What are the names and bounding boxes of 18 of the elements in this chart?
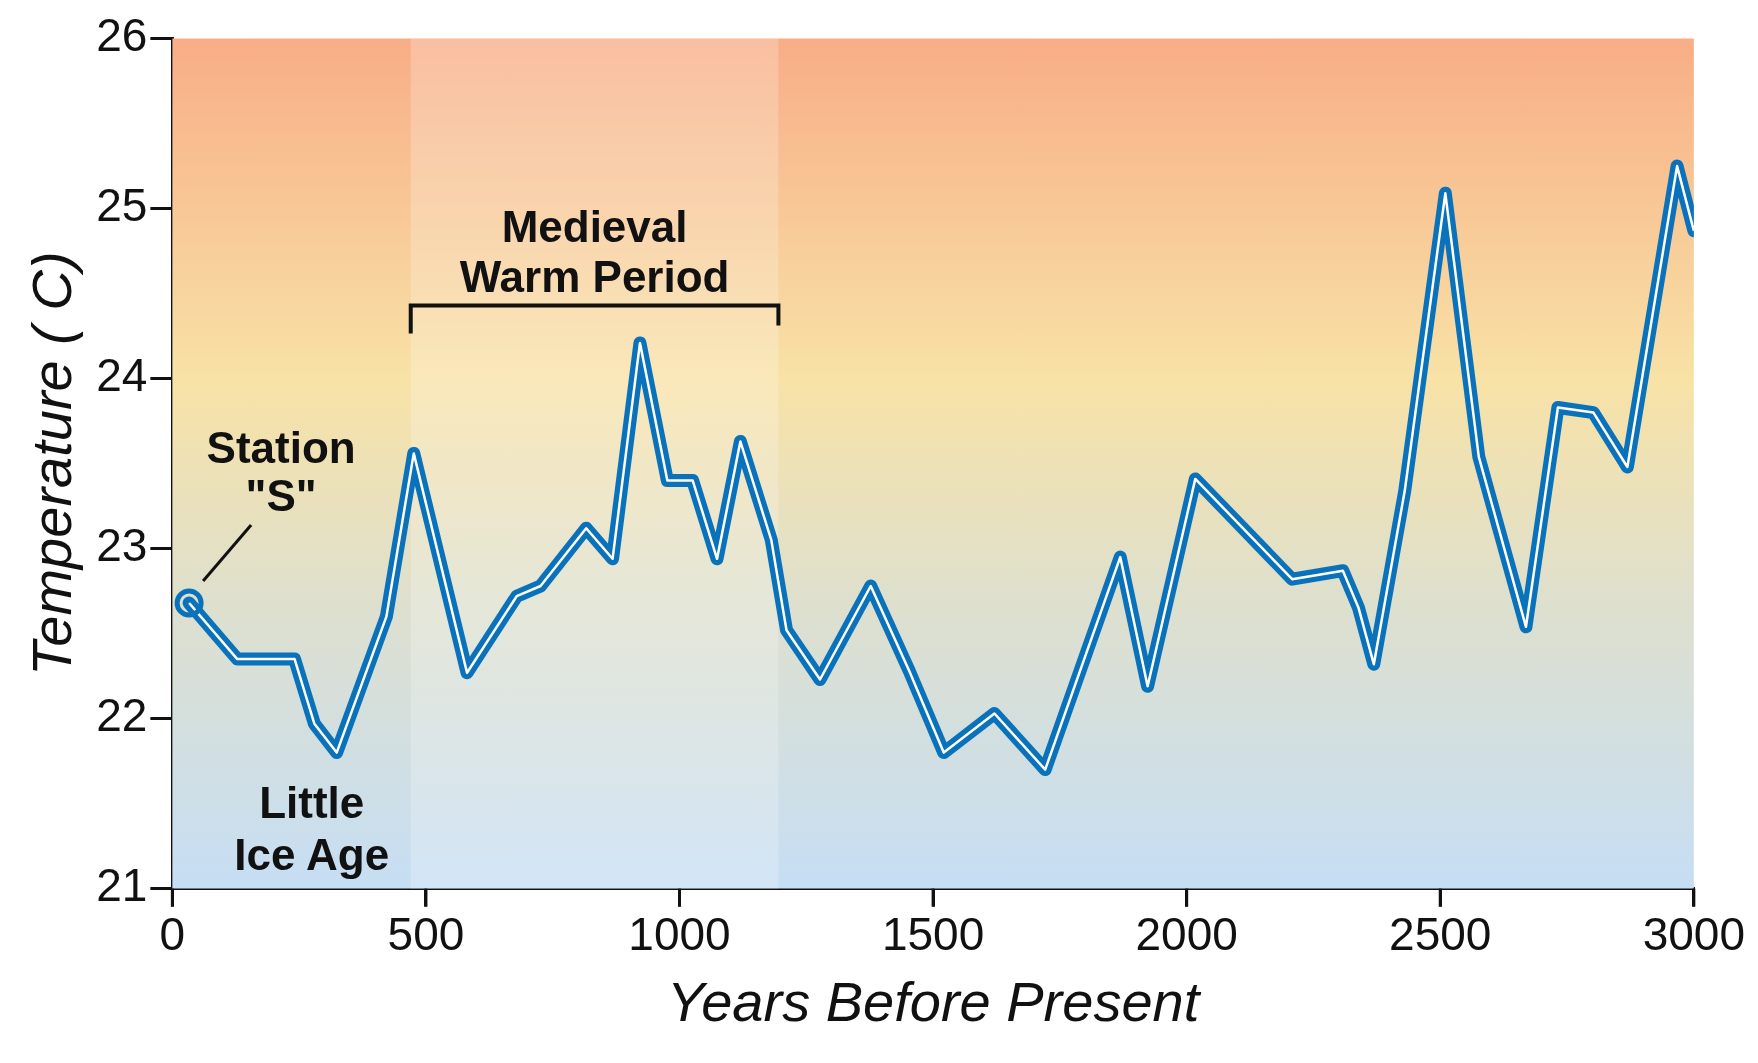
x-tick-label: 500 bbox=[387, 907, 465, 960]
x-tick-label: 1500 bbox=[881, 907, 985, 960]
y-axis-title: Temperature ( C) bbox=[20, 251, 84, 676]
y-tick-label: 23 bbox=[96, 519, 148, 572]
y-tick-label: 21 bbox=[96, 859, 148, 912]
annotation: Little Ice Age bbox=[234, 777, 390, 879]
y-tick-label: 25 bbox=[96, 179, 148, 232]
band-label: Medieval Warm Period bbox=[459, 201, 730, 301]
y-tick-label: 26 bbox=[96, 9, 148, 62]
x-tick-label: 3000 bbox=[1642, 907, 1746, 960]
y-tick-label: 22 bbox=[96, 689, 148, 742]
x-tick-label: 2000 bbox=[1135, 907, 1238, 960]
x-tick-label: 0 bbox=[159, 907, 186, 960]
y-tick-label: 24 bbox=[96, 349, 148, 402]
x-tick-label: 1000 bbox=[628, 907, 731, 960]
x-axis-title: Years Before Present bbox=[666, 969, 1202, 1033]
annotation: Station "S" bbox=[206, 423, 356, 520]
x-tick-label: 2500 bbox=[1389, 907, 1492, 960]
